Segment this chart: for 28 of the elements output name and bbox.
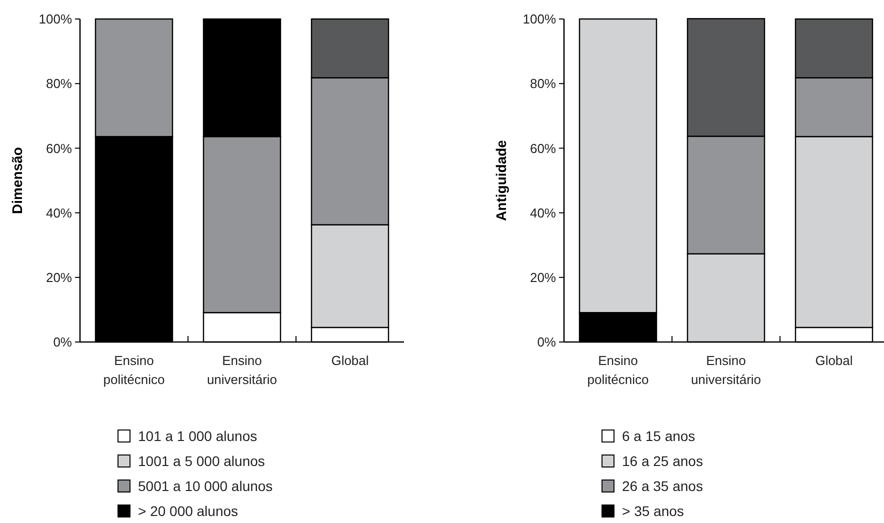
legend-label: 26 a 35 anos <box>622 478 703 494</box>
legend-label: 1001 a 5 000 alunos <box>138 452 265 469</box>
legend-label: 5001 a 10 000 alunos <box>138 478 273 494</box>
y-tick-label: 40% <box>46 205 72 220</box>
x-tick-label: Global <box>331 353 369 368</box>
legend-label: > 20 000 alunos <box>138 502 238 519</box>
y-tick-label: 40% <box>530 205 556 220</box>
y-tick-label: 20% <box>530 270 556 285</box>
y-axis-title: Dimensão <box>9 147 25 214</box>
x-tick-label: Ensino politécnico <box>587 353 649 387</box>
y-tick-label: 60% <box>530 140 556 156</box>
x-tick-label: Ensino universitário <box>206 353 278 387</box>
legend-label: > 35 anos <box>622 502 684 519</box>
legend-label: 101 a 1 000 alunos <box>138 428 258 444</box>
legend-label: 16 a 25 anos <box>622 452 703 469</box>
x-tick-label: Ensino politécnico <box>103 353 165 387</box>
y-tick-label: 0% <box>53 334 72 350</box>
y-tick-label: 100% <box>522 12 556 27</box>
y-tick-label: 60% <box>46 140 72 156</box>
y-tick-label: 80% <box>46 76 72 92</box>
y-tick-label: 0% <box>537 334 556 350</box>
y-tick-label: 80% <box>530 76 556 92</box>
y-axis-title: Antiguidade <box>493 140 509 221</box>
x-tick-label: Global <box>815 353 853 368</box>
y-tick-label: 100% <box>38 12 72 27</box>
legend-label: 6 a 15 anos <box>622 428 696 444</box>
y-tick-label: 20% <box>46 270 72 285</box>
x-tick-label: Ensino universitário <box>690 353 762 387</box>
